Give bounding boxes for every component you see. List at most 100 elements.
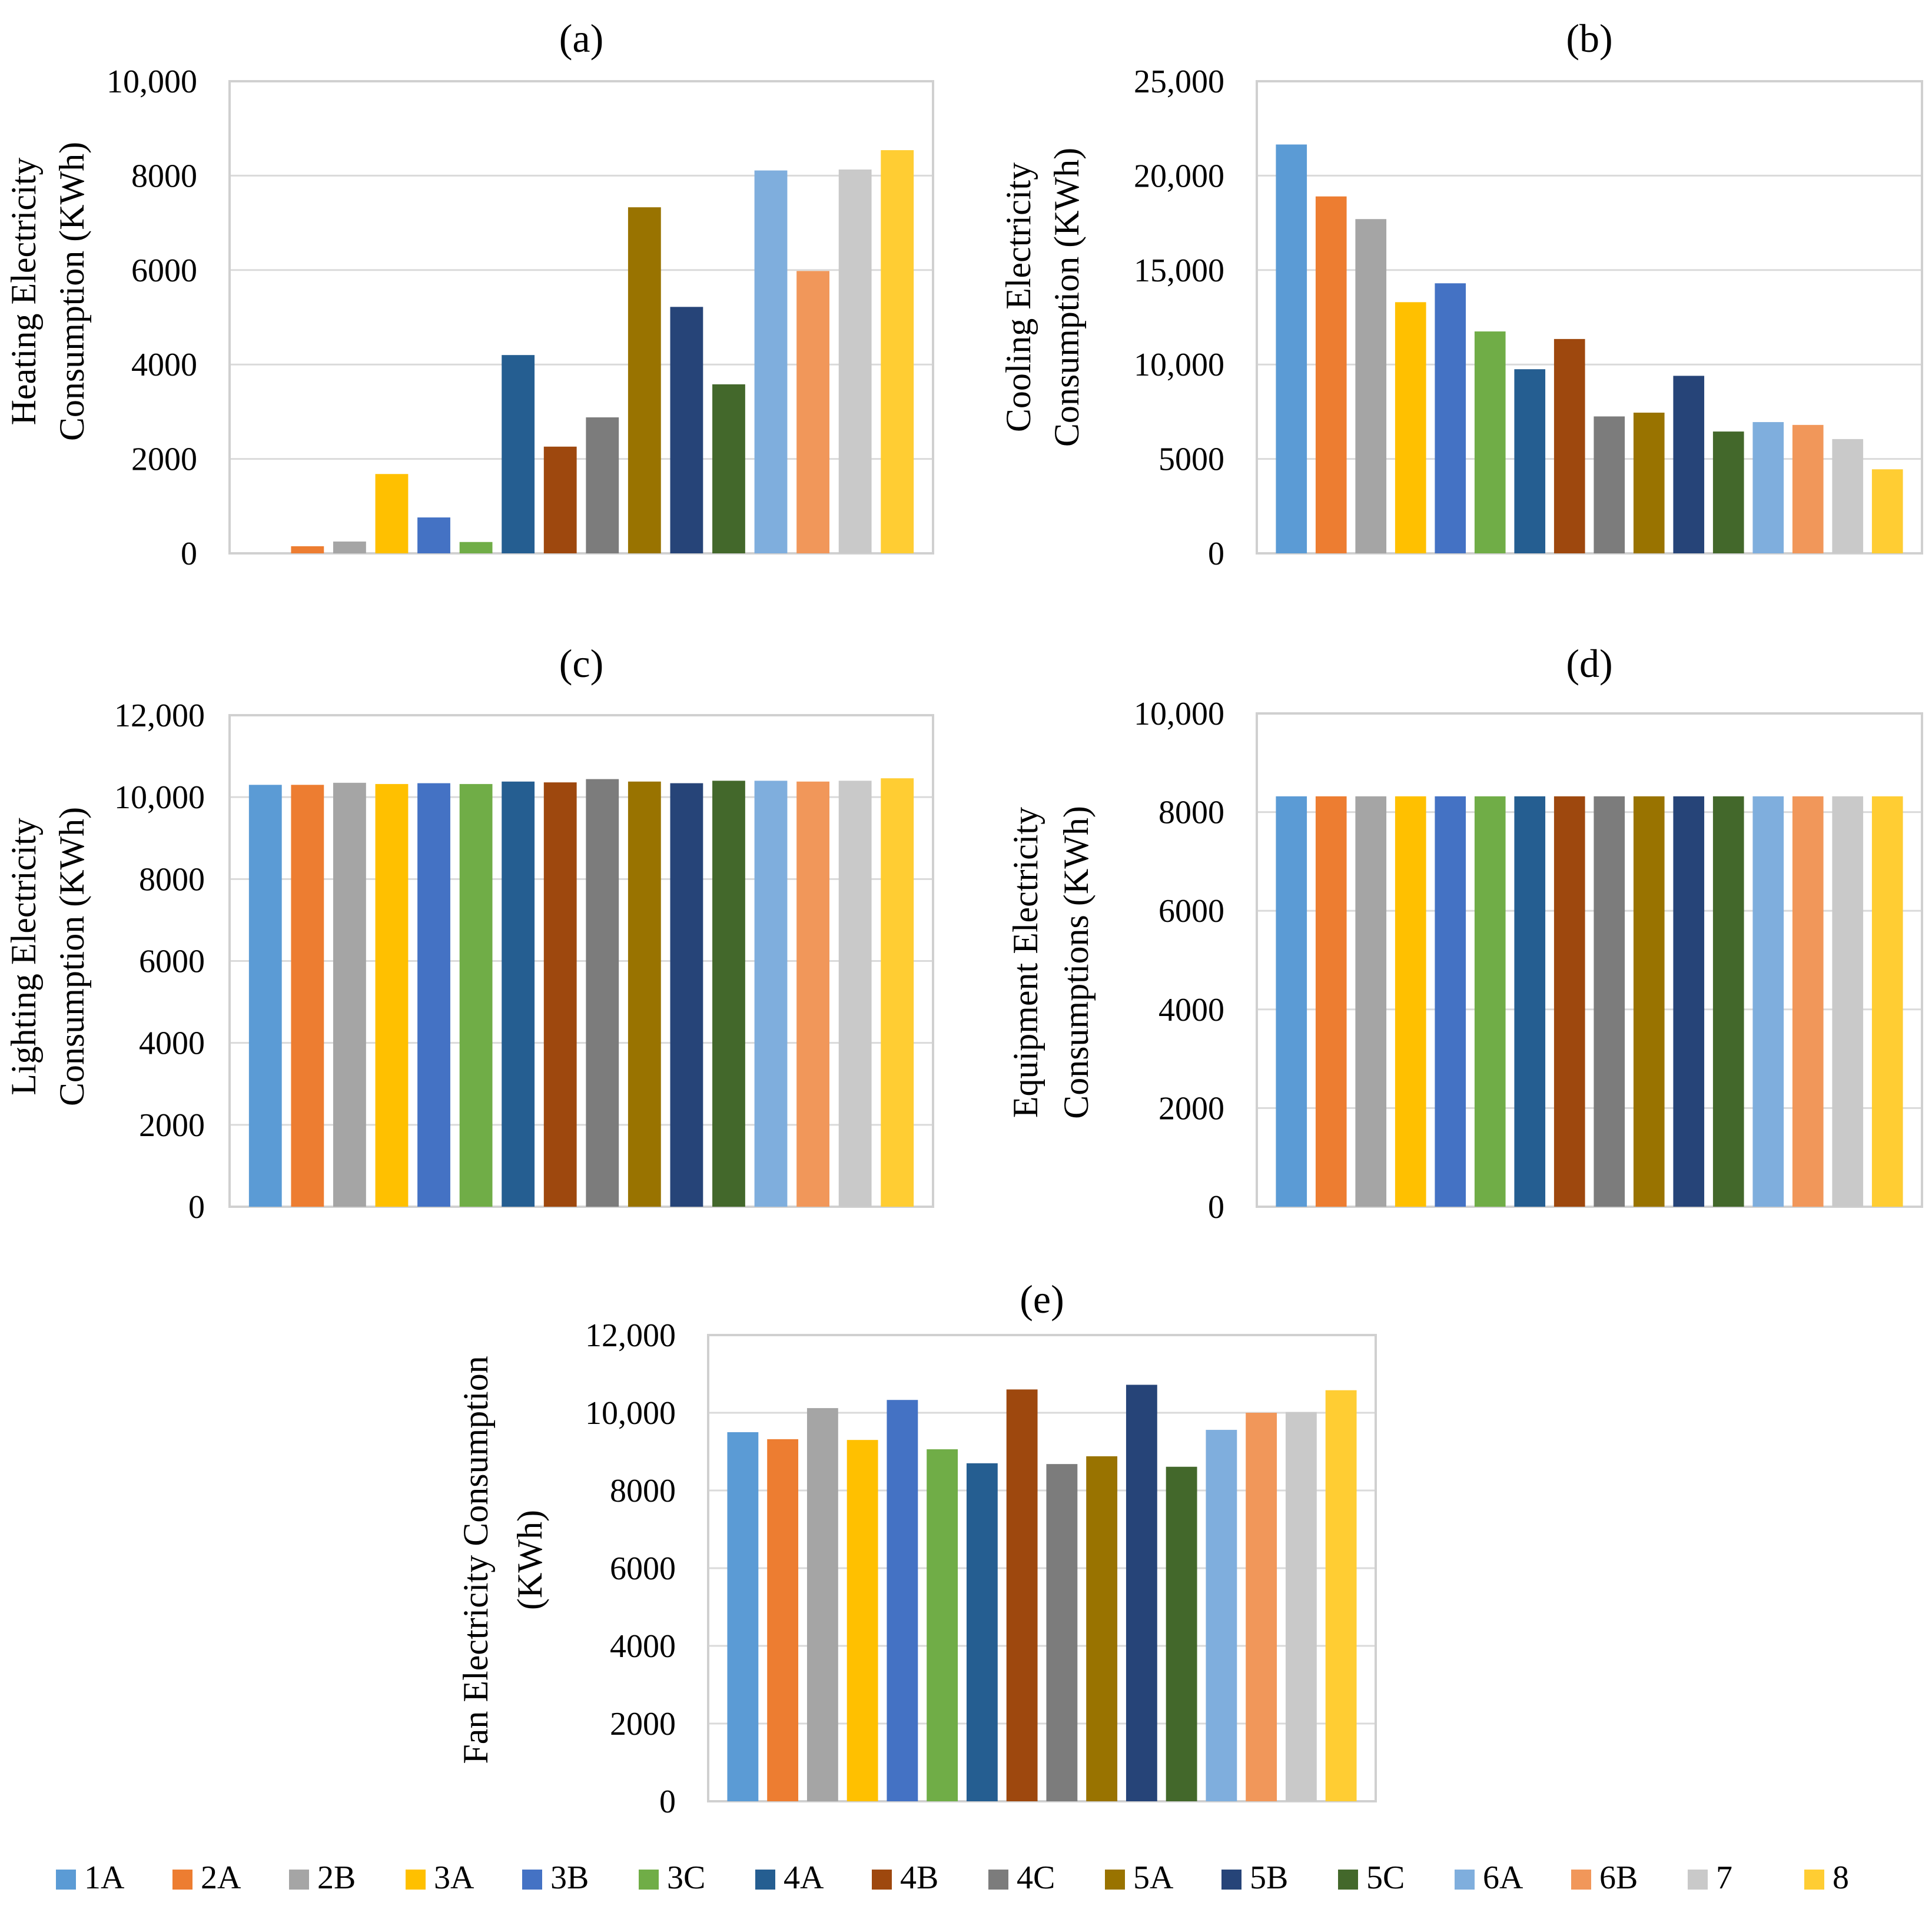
bar-2A [1315, 196, 1347, 553]
y-tick-label: 8000 [139, 861, 205, 898]
y-tick-label: 8000 [1158, 795, 1224, 831]
y-tick-label: 4000 [131, 347, 197, 383]
bar-7 [1832, 796, 1864, 1207]
legend-label: 2B [317, 1860, 356, 1896]
bar-5B [1126, 1385, 1157, 1801]
legend-item-3C: 3C [639, 1860, 705, 1896]
y-axis-title: Consumption (KWh) [52, 807, 91, 1106]
legend-swatch [639, 1870, 659, 1890]
y-tick-label: 0 [1208, 1189, 1224, 1226]
legend-item-2B: 2B [289, 1860, 356, 1896]
bar-5A [1633, 413, 1665, 553]
y-tick-label: 6000 [131, 253, 197, 289]
legend-item-4B: 4B [872, 1860, 938, 1896]
bar-7 [838, 169, 872, 553]
bar-3A [375, 783, 409, 1207]
y-tick-label: 2000 [610, 1706, 676, 1742]
bar-2A [291, 546, 324, 553]
bar-3B [1435, 796, 1466, 1207]
bar-3C [927, 1449, 958, 1801]
bar-3A [1395, 302, 1426, 553]
y-axis-title: Fan Electricity Consumption [456, 1356, 495, 1764]
bar-5B [1673, 796, 1705, 1207]
bar-4B [543, 782, 577, 1207]
legend-swatch [872, 1870, 892, 1890]
y-tick-label: 15,000 [1134, 253, 1224, 289]
legend-label: 1A [84, 1860, 125, 1896]
bar-5A [628, 207, 661, 553]
y-tick-label: 10,000 [1134, 696, 1224, 732]
legend-swatch [988, 1870, 1008, 1890]
bar-1A [727, 1432, 759, 1801]
y-tick-label: 8000 [610, 1473, 676, 1509]
y-tick-label: 25,000 [1134, 64, 1224, 100]
bar-5C [712, 781, 745, 1207]
y-tick-label: 0 [1208, 536, 1224, 572]
bar-5A [628, 781, 661, 1207]
bar-4A [502, 355, 535, 553]
legend-swatch [755, 1870, 775, 1890]
bar-3C [459, 542, 493, 553]
bar-6A [754, 781, 788, 1207]
bar-2B [806, 1408, 838, 1801]
bar-5C [1712, 431, 1744, 553]
bar-5B [670, 783, 703, 1207]
bar-6A [1752, 422, 1784, 553]
bar-7 [838, 781, 872, 1207]
bar-4C [1594, 416, 1625, 553]
bar-3A [1395, 796, 1426, 1207]
bar-4C [1046, 1464, 1078, 1801]
y-tick-label: 6000 [610, 1551, 676, 1587]
legend-label: 5C [1366, 1860, 1405, 1896]
legend-item-1A: 1A [56, 1860, 125, 1896]
bar-4C [586, 779, 619, 1207]
bar-1A [1276, 796, 1307, 1207]
y-axis-title: Consumptions (KWh) [1057, 806, 1096, 1119]
panel-title: (e) [1020, 1277, 1064, 1322]
legend-label: 4A [784, 1860, 824, 1896]
bar-5A [1086, 1456, 1118, 1801]
legend-swatch [56, 1870, 76, 1890]
bar-8 [1325, 1390, 1357, 1801]
bar-6B [796, 781, 830, 1207]
y-tick-label: 8000 [131, 158, 197, 194]
plot-area-frame [707, 1334, 1377, 1802]
y-axis-title: Lighting Electricity [4, 818, 43, 1095]
legend-swatch [1804, 1870, 1824, 1890]
chart-panels: 0 2000 4000 6000 8000 10,000 (a) Heating Electr… [4, 16, 1923, 1820]
bar-3B [417, 517, 450, 553]
legend-item-4A: 4A [755, 1860, 824, 1896]
bar-4A [966, 1463, 998, 1801]
legend: 1A 2A 2B 3A 3B 3C 4A 4B 4C 5A 5B 5C 6A 6B 7 8 [56, 1860, 1849, 1896]
legend-label: 6A [1483, 1860, 1523, 1896]
y-axis-title: Heating Electricity [4, 158, 43, 426]
legend-label: 8 [1833, 1860, 1849, 1896]
legend-item-5C: 5C [1338, 1860, 1405, 1896]
bar-2B [333, 541, 366, 553]
bar-8 [1871, 469, 1903, 553]
bar-5C [1166, 1466, 1197, 1801]
bar-5A [1633, 796, 1665, 1207]
plot-area-frame [1256, 80, 1923, 555]
y-tick-label: 6000 [1158, 893, 1224, 929]
panel-e: 0 2000 4000 6000 8000 10,000 12,000 (e) Fan Elec… [456, 1277, 1377, 1820]
bar-4A [1514, 796, 1546, 1207]
bar-3A [847, 1440, 878, 1801]
legend-swatch [522, 1870, 542, 1890]
panel-c: 0 2000 4000 6000 8000 10,000 12,000 (c) Lighting… [4, 641, 934, 1226]
bar-4C [586, 417, 619, 553]
bar-3C [1474, 331, 1506, 553]
bar-4C [1594, 796, 1625, 1207]
panel-title: (d) [1566, 641, 1612, 686]
plot-area-frame [228, 714, 934, 1208]
legend-item-5B: 5B [1221, 1860, 1288, 1896]
y-axis-title: Consumption (KWh) [1047, 148, 1086, 447]
y-axis-title: Consumption (KWh) [52, 142, 91, 441]
legend-label: 4C [1017, 1860, 1055, 1896]
y-axis-title: Equipment Electricity [1006, 807, 1045, 1118]
y-tick-label: 6000 [139, 944, 205, 980]
y-tick-label: 2000 [131, 441, 197, 478]
bar-6A [1206, 1430, 1237, 1801]
y-tick-label: 0 [659, 1784, 676, 1820]
bar-4B [1553, 796, 1585, 1207]
